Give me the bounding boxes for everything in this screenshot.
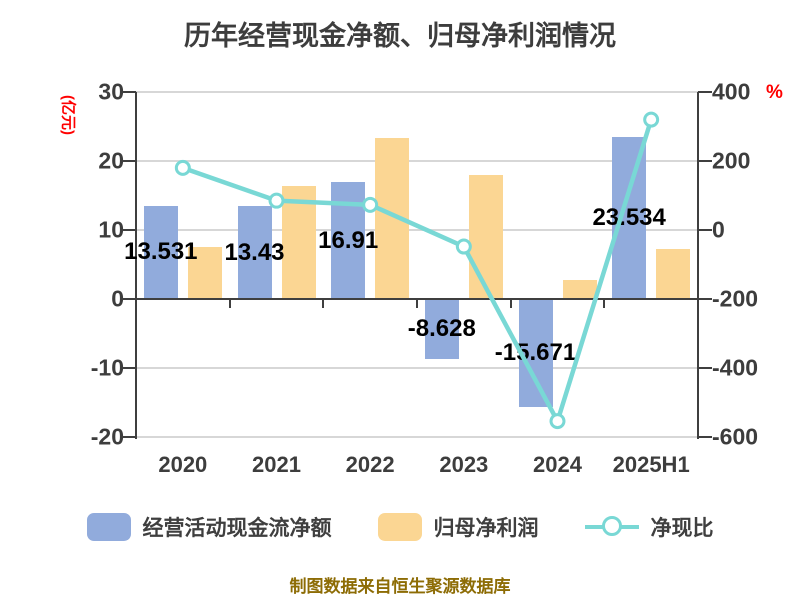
x-axis-tick: [228, 299, 231, 308]
gridline: [136, 367, 698, 369]
bar-value-label: -15.671: [494, 339, 577, 367]
x-axis-label-2023: 2023: [439, 452, 489, 477]
bar-value-label: -8.628: [407, 314, 476, 342]
left-axis-tick: [122, 229, 136, 231]
left-axis-tick: [122, 298, 136, 300]
bar-value-label: 16.91: [318, 226, 379, 254]
x-axis-tick: [322, 299, 325, 308]
bar-value-label: 13.531: [124, 238, 198, 266]
legend-item-operating-cash-flow[interactable]: 经营活动现金流净额: [86, 512, 332, 542]
legend-line-symbol: [584, 513, 639, 541]
bar-2024-net-profit: [562, 279, 597, 299]
left-axis-tick-label: 0: [111, 285, 124, 312]
legend-label-net-profit: 归母净利润: [433, 517, 539, 540]
left-axis-tick-label: -20: [90, 423, 124, 450]
legend-label-operating-cash-flow: 经营活动现金流净额: [142, 517, 332, 540]
x-axis-label-2022: 2022: [345, 452, 395, 477]
legend-swatch-net-profit: [377, 513, 422, 541]
right-axis-tick-label: 200: [712, 147, 751, 174]
line-marker-2024: [549, 413, 566, 430]
right-axis-tick: [698, 298, 712, 300]
left-axis-tick: [122, 160, 136, 162]
bar-2021-net-profit: [281, 185, 316, 299]
gridline: [136, 436, 698, 438]
bar-2025H1-net-profit: [656, 248, 691, 299]
right-axis-tick-label: -600: [712, 423, 759, 450]
right-axis-tick-label: -400: [712, 354, 759, 381]
left-axis-tick-label: -10: [90, 354, 124, 381]
left-axis-tick: [122, 436, 136, 438]
x-axis-tick: [416, 299, 418, 308]
x-axis-tick: [603, 299, 606, 308]
x-axis-label-2024: 2024: [533, 452, 582, 477]
left-axis-tick: [122, 91, 136, 93]
footer-note: 制图数据来自恒生聚源数据库: [289, 577, 511, 596]
right-axis-tick-label: -200: [712, 285, 759, 312]
legend-swatch-operating-cash-flow: [86, 513, 131, 541]
right-axis-tick: [698, 367, 712, 369]
right-axis-unit: %: [766, 82, 783, 103]
bar-2020-operating-cash-flow: [143, 205, 178, 299]
x-axis-label-2025H1: 2025H1: [612, 452, 690, 477]
line-marker-2020: [174, 159, 191, 176]
left-axis-unit: (亿元): [59, 95, 77, 135]
right-axis-tick-label: 400: [712, 78, 751, 105]
x-axis-tick: [509, 299, 512, 308]
bar-2022-net-profit: [375, 137, 410, 299]
left-axis-tick: [122, 367, 136, 369]
left-axis-tick-label: 20: [98, 147, 124, 174]
left-axis-tick-label: 30: [98, 78, 124, 105]
right-axis-tick: [698, 436, 712, 438]
legend-item-net-profit[interactable]: 归母净利润: [377, 512, 539, 542]
x-axis-label-2021: 2021: [252, 452, 301, 477]
bar-2023-net-profit: [468, 175, 503, 299]
legend-item-net-cash-ratio[interactable]: 净现比: [584, 512, 714, 542]
chart-title: 历年经营现金净额、归母净利润情况: [184, 21, 616, 51]
right-axis-tick: [698, 229, 712, 231]
bar-value-label: 23.534: [592, 203, 666, 231]
left-axis-tick-label: 10: [98, 216, 124, 243]
legend-label-net-cash-ratio: 净现比: [650, 517, 714, 540]
legend: 经营活动现金流净额 归母净利润 净现比: [0, 512, 800, 542]
bar-value-label: 13.43: [224, 238, 285, 266]
gridline: [136, 91, 698, 93]
line-marker-2025H1: [643, 111, 660, 128]
right-axis-tick: [698, 160, 712, 162]
right-axis-tick-label: 0: [712, 216, 725, 243]
right-axis-line: [697, 92, 699, 439]
right-axis-tick: [698, 91, 712, 93]
left-axis-line: [135, 92, 137, 439]
x-axis-label-2020: 2020: [158, 452, 208, 477]
